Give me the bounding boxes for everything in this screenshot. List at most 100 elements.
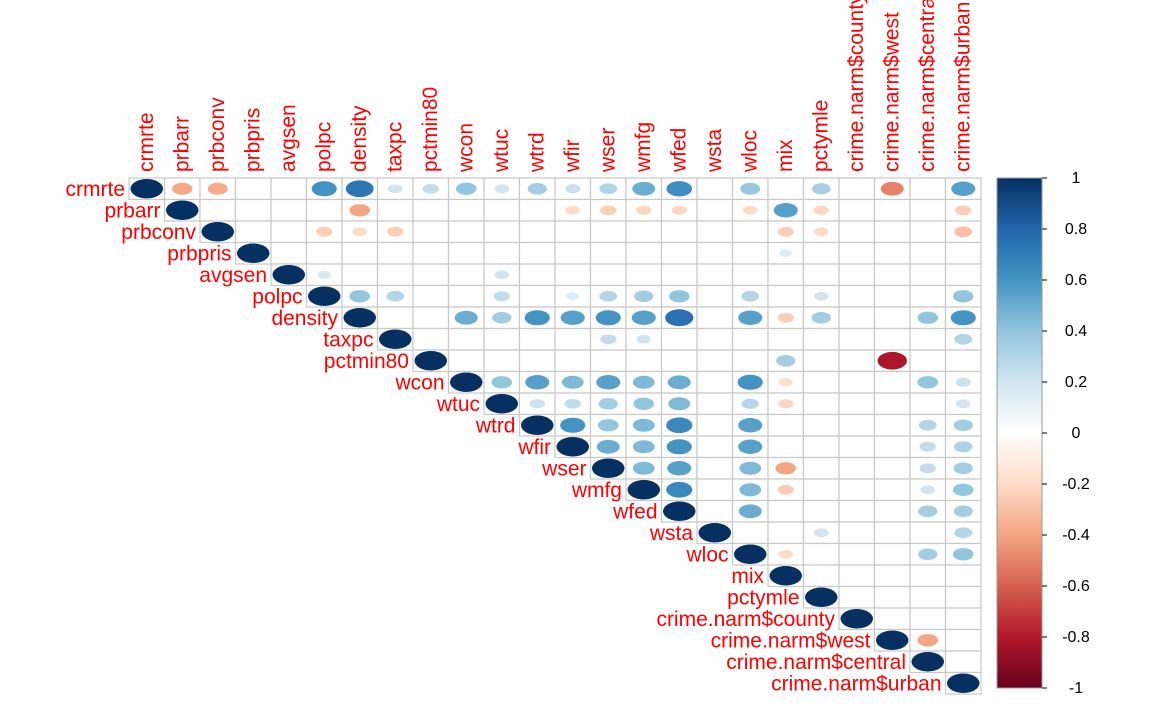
matrix-cell [341, 241, 379, 265]
matrix-cell [589, 349, 627, 373]
diagonal-circle [876, 630, 909, 650]
correlation-circle [596, 375, 621, 390]
matrix-cell [696, 198, 734, 222]
correlation-circle [634, 290, 654, 303]
matrix-cell [838, 370, 876, 394]
matrix-cell [376, 263, 414, 287]
correlation-circle [666, 481, 693, 498]
correlation-circle [491, 376, 513, 389]
legend-tick-label: -0.6 [1062, 578, 1090, 595]
correlation-circle [666, 181, 693, 197]
correlation-circle [666, 439, 692, 455]
row-label: prbconv [121, 221, 196, 244]
correlation-circle [813, 291, 829, 301]
matrix-cell [660, 220, 698, 244]
correlation-circle [775, 462, 797, 475]
matrix-cell [873, 327, 911, 351]
matrix-cell [696, 241, 734, 265]
correlation-circle [880, 181, 904, 196]
matrix-cell [660, 349, 698, 373]
matrix-cell [660, 327, 698, 351]
matrix-cell [802, 370, 840, 394]
column-label: prbconv [206, 97, 229, 172]
column-label: pctymle [809, 100, 832, 172]
column-label: wfed [667, 128, 690, 173]
correlation-circle [598, 397, 618, 410]
correlation-circle [564, 398, 581, 409]
matrix-cell [767, 327, 805, 351]
matrix-cell [696, 306, 734, 330]
column-label: prbarr [170, 116, 193, 172]
correlation-circle [950, 310, 976, 326]
matrix-cell [696, 435, 734, 459]
correlation-circles [130, 179, 980, 693]
matrix-cell [589, 263, 627, 287]
correlation-circle [454, 310, 478, 325]
diagonal-circle [237, 243, 270, 263]
matrix-cell [696, 413, 734, 437]
correlation-circle [778, 378, 793, 387]
matrix-cell [483, 349, 521, 373]
column-label: crmrte [135, 113, 158, 173]
matrix-cell [696, 220, 734, 244]
correlation-circle [599, 290, 618, 302]
matrix-cell [838, 327, 876, 351]
matrix-cell [625, 263, 663, 287]
matrix-cell [802, 349, 840, 373]
matrix-cell [660, 263, 698, 287]
correlation-circle [632, 181, 656, 196]
correlation-circle [953, 505, 973, 518]
correlation-circle [811, 311, 831, 324]
row-label: wtuc [436, 393, 480, 416]
correlation-circle [952, 548, 974, 561]
matrix-cell [199, 198, 237, 222]
correlation-circle [600, 205, 617, 216]
matrix-cell [305, 241, 343, 265]
diagonal-circle [556, 437, 589, 457]
column-label: crime.narm$urban [951, 2, 974, 172]
correlation-circle [345, 180, 374, 198]
correlation-circle [954, 527, 973, 539]
correlation-circle [632, 440, 655, 454]
matrix-cell [838, 521, 876, 545]
row-label: wtrd [475, 414, 516, 437]
matrix-cell [518, 284, 556, 308]
column-label: wser [596, 128, 619, 173]
matrix-cell [944, 607, 982, 631]
matrix-cell [554, 327, 592, 351]
column-label: taxpc [383, 122, 406, 172]
matrix-cell [802, 241, 840, 265]
matrix-cell [660, 241, 698, 265]
matrix-cell [838, 564, 876, 588]
row-label: prbpris [167, 242, 231, 265]
correlation-circle [422, 183, 439, 194]
matrix-cell [412, 241, 450, 265]
diagonal-circle [450, 372, 483, 392]
correlation-circle [952, 290, 974, 303]
column-label: crime.narm$county [845, 0, 868, 172]
legend-tick-label: -0.8 [1062, 629, 1090, 646]
matrix-cell [944, 241, 982, 265]
correlation-circle [595, 310, 621, 326]
correlation-circle [777, 312, 794, 323]
correlation-circle [311, 181, 337, 197]
matrix-cell [838, 478, 876, 502]
matrix-cell [944, 263, 982, 287]
correlation-circle [636, 205, 652, 215]
correlation-circle [955, 205, 972, 216]
matrix-cell [802, 327, 840, 351]
matrix-cell [767, 435, 805, 459]
matrix-cell [873, 564, 911, 588]
matrix-cell [625, 349, 663, 373]
correlation-circle [953, 419, 973, 432]
row-label: crime.narm$county [656, 608, 835, 631]
column-label: wcon [454, 123, 477, 173]
correlation-circle [560, 417, 586, 433]
matrix-cell [802, 413, 840, 437]
correlation-circle [455, 182, 477, 195]
matrix-cell [909, 263, 947, 287]
diagonal-circle [521, 415, 554, 435]
matrix-cell [376, 306, 414, 330]
row-label: wfir [517, 436, 551, 459]
